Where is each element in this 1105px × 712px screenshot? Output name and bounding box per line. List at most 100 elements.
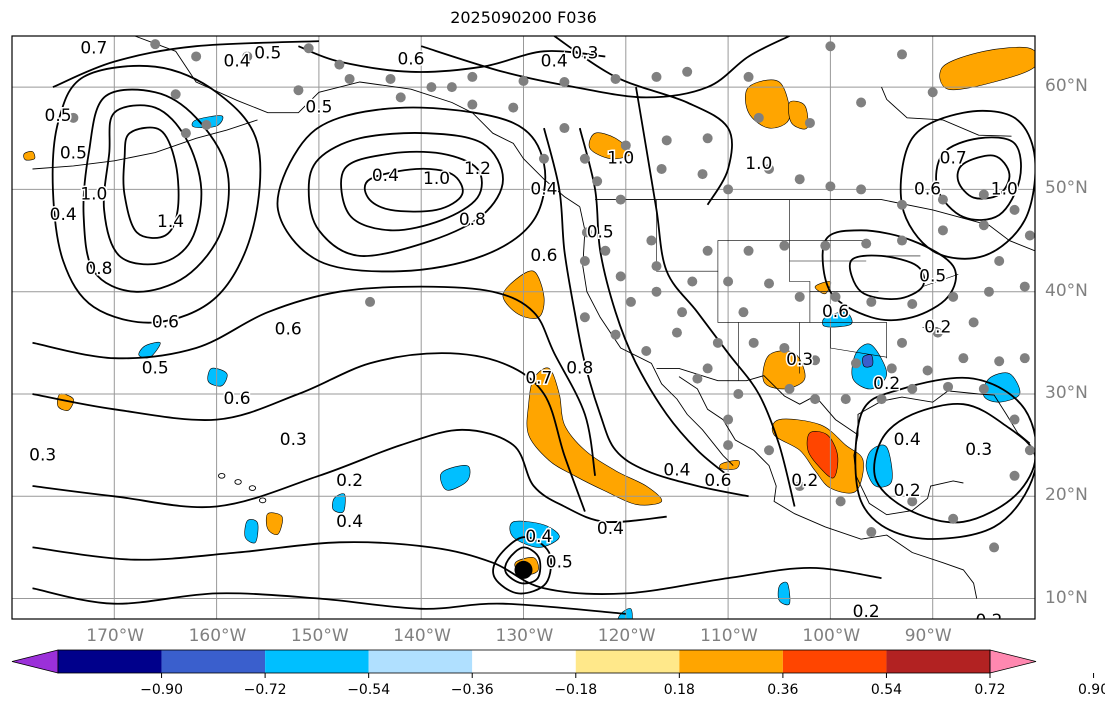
colorbar-tick-label: −0.90 (140, 682, 183, 698)
station-dot (937, 194, 948, 205)
contour-label: 0.4 (50, 205, 77, 225)
contour-label: 1.0 (607, 149, 634, 169)
coastline (595, 199, 1035, 252)
station-dot (518, 76, 529, 87)
contour-label: 0.6 (822, 302, 849, 322)
shade-negative (822, 311, 853, 328)
station-dot (794, 481, 805, 492)
contour-label: 1.0 (745, 154, 772, 174)
station-dot (779, 240, 790, 251)
station-dot (651, 286, 662, 297)
colorbar (11, 649, 1095, 678)
shade-negative-moderate (862, 354, 874, 368)
station-dot (866, 527, 877, 538)
station-dot (897, 199, 908, 210)
contour-line (340, 150, 483, 232)
station-dot (723, 276, 734, 287)
station-dot (825, 41, 836, 52)
station-dot (804, 117, 815, 128)
station-dot (426, 82, 437, 93)
station-dot (508, 102, 519, 113)
contour-label: 1.0 (80, 185, 107, 205)
colorbar-tick-label: 0.72 (974, 682, 1006, 698)
contour-label: 0.3 (571, 43, 598, 63)
contour-label: 0.6 (397, 50, 424, 70)
coastline (579, 206, 734, 466)
contour-label: 1.4 (157, 212, 184, 232)
shade-positive (939, 46, 1035, 91)
colorbar-swatch (472, 650, 576, 673)
station-dot (764, 445, 775, 456)
colorbar-swatch (265, 650, 369, 673)
longitude-label: 150°W (290, 626, 349, 646)
contour-line (82, 88, 230, 293)
station-dot (748, 337, 759, 348)
station-dot (835, 496, 846, 507)
coastline (881, 86, 1012, 137)
contour-line (52, 40, 319, 88)
colorbar-swatch (679, 650, 783, 673)
contour-line (854, 376, 1035, 540)
coastline (32, 119, 258, 170)
shade-negative (332, 493, 346, 513)
station-dot (866, 296, 877, 307)
chart-title: 2025090200 F036 (450, 8, 597, 27)
contour-label: 0.5 (305, 98, 332, 118)
station-dot (932, 327, 943, 338)
station-dot (559, 123, 570, 134)
contour-label: 0.6 (530, 246, 557, 266)
station-dot (191, 51, 202, 62)
station-dot (753, 112, 764, 123)
station-dot (897, 337, 908, 348)
station-dot (1019, 281, 1030, 292)
longitude-label: 170°W (86, 626, 145, 646)
contour-line (578, 127, 729, 477)
latitude-label: 30°N (1045, 382, 1088, 403)
contour-line (363, 167, 464, 213)
station-dot (702, 245, 713, 256)
station-dot (1019, 353, 1030, 364)
station-dot (467, 99, 478, 110)
station-dot (334, 59, 345, 70)
contour-label: 0.4 (224, 52, 251, 72)
contour-line (276, 106, 547, 273)
contour-line (51, 64, 262, 324)
contour-label: 0.2 (336, 471, 363, 491)
station-dot (733, 388, 744, 399)
contour-line (899, 109, 1035, 260)
contour-line (102, 104, 203, 266)
contour-label: 0.3 (786, 350, 813, 370)
contour-line (122, 126, 180, 239)
station-dot (943, 381, 954, 392)
map-content: 0.7 0.5 0.6 0.30.40.40.5 0.50.50.41.01.40.80… (12, 36, 1035, 631)
latitude-label: 50°N (1045, 178, 1088, 199)
shade-positive (526, 367, 663, 506)
station-dot (303, 43, 314, 54)
colorbar-tick-label: −0.18 (554, 682, 598, 698)
island (248, 485, 257, 491)
station-dot (983, 286, 994, 297)
station-dot (723, 440, 734, 451)
longitude-label: 100°W (802, 626, 861, 646)
station-dot (697, 169, 708, 180)
contour-label: 0.8 (459, 210, 486, 230)
station-dot (861, 238, 872, 249)
station-dot (559, 77, 570, 88)
latitude-label: 20°N (1045, 485, 1088, 506)
station-dot (830, 291, 841, 302)
contour-label: 0.3 (965, 440, 992, 460)
contour-label: 0.4 (525, 527, 552, 547)
contour-line (956, 154, 1011, 200)
colorbar-tick-label: 0.36 (767, 682, 799, 698)
station-dot (702, 133, 713, 144)
longitude-label: 140°W (393, 626, 451, 646)
contour-label: 0.2 (975, 611, 1002, 631)
contour-label: 0.5 (546, 553, 573, 573)
shade-negative (207, 367, 228, 387)
contour-label: 0.4 (336, 512, 363, 532)
station-dot (794, 174, 805, 185)
island (234, 479, 242, 485)
station-dot (615, 194, 626, 205)
contour-label: 0.5 (142, 358, 169, 378)
